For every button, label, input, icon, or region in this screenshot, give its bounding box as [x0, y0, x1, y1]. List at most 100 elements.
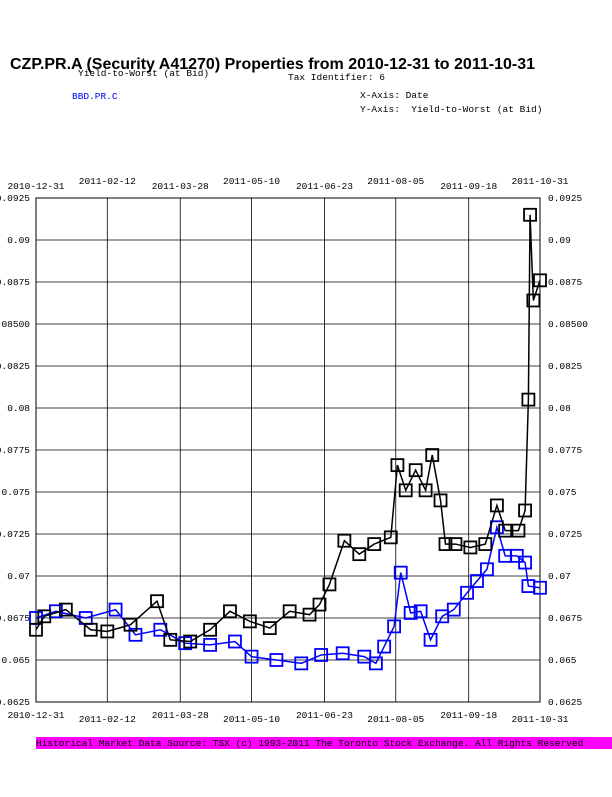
- source-bar: [36, 737, 612, 749]
- y-tick-label: 0.0725: [0, 529, 30, 540]
- marker: [37, 609, 52, 624]
- marker: [408, 463, 423, 478]
- marker: [228, 634, 242, 649]
- y-tick-label: 0.075: [548, 487, 577, 498]
- y-tick-label: 0.0875: [548, 277, 583, 288]
- x-tick-label: 2011-03-28: [152, 710, 209, 721]
- marker: [518, 555, 532, 570]
- y-tick-label: 0.08: [7, 403, 30, 414]
- marker: [398, 483, 413, 498]
- marker: [302, 607, 317, 622]
- marker: [150, 594, 164, 609]
- x-axis-note: X-Axis: Date: [360, 90, 429, 101]
- x-tick-label: 2011-08-05: [367, 176, 424, 187]
- y-tick-label: 0.0675: [0, 613, 30, 624]
- series-line: [35, 214, 541, 643]
- marker: [100, 624, 115, 639]
- marker: [533, 273, 547, 288]
- marker: [128, 627, 143, 642]
- marker: [367, 537, 382, 551]
- marker: [413, 604, 428, 619]
- marker: [478, 537, 493, 551]
- marker: [390, 458, 405, 473]
- x-tick-label: 2010-12-31: [7, 710, 64, 721]
- marker: [448, 537, 463, 551]
- marker: [446, 602, 461, 617]
- marker: [29, 622, 43, 637]
- marker: [314, 648, 329, 662]
- marker: [511, 523, 526, 538]
- marker: [322, 577, 337, 592]
- y-tick-label: 0.0625: [0, 697, 30, 708]
- marker: [403, 606, 418, 620]
- marker: [423, 632, 438, 647]
- x-tick-label: 2010-12-31: [7, 181, 64, 192]
- tax-identifier: Tax Identifier: 6: [288, 72, 385, 83]
- x-tick-label: 2011-02-12: [79, 176, 136, 187]
- marker: [523, 207, 537, 222]
- marker: [123, 617, 138, 632]
- marker: [480, 562, 494, 577]
- marker: [282, 604, 297, 619]
- marker: [463, 540, 478, 555]
- x-tick-label: 2011-06-23: [296, 710, 353, 721]
- marker: [489, 498, 504, 513]
- marker: [418, 483, 433, 498]
- y-tick-label: 0.0625: [548, 697, 583, 708]
- marker: [521, 392, 536, 407]
- y-tick-label: 0.08: [548, 403, 571, 414]
- marker: [377, 639, 392, 654]
- x-tick-label: 2011-10-31: [511, 714, 568, 725]
- y-tick-label: 0.0875: [0, 277, 30, 288]
- x-tick-label: 2011-02-12: [79, 714, 136, 725]
- marker: [526, 293, 541, 308]
- y-tick-label: 0.07: [548, 571, 571, 582]
- y-tick-label: 0.09: [548, 235, 571, 246]
- y-tick-label: 0.09: [7, 235, 30, 246]
- marker: [244, 649, 259, 664]
- legend-label: BBD.PR.C: [72, 91, 118, 102]
- marker: [533, 580, 547, 595]
- x-tick-label: 2011-05-10: [223, 176, 280, 187]
- y-tick-label: 0.0775: [548, 445, 583, 456]
- marker: [83, 622, 98, 637]
- y-tick-label: 0.0725: [548, 529, 583, 540]
- source-note: Historical Market Data Source: TSX (c) 1…: [36, 738, 583, 749]
- marker: [352, 547, 367, 562]
- y-tick-label: 0.0925: [548, 193, 583, 204]
- x-tick-label: 2011-09-18: [440, 710, 497, 721]
- marker: [178, 636, 193, 651]
- marker: [433, 493, 448, 508]
- y-tick-label: 0.07: [7, 571, 30, 582]
- marker: [387, 619, 402, 634]
- marker: [425, 448, 440, 462]
- y-tick-label: 0.065: [1, 655, 30, 666]
- marker: [383, 530, 398, 545]
- y-axis-note: Y-Axis: Yield-to-Worst (at Bid): [360, 104, 542, 115]
- marker: [294, 656, 309, 671]
- marker: [203, 622, 217, 637]
- marker: [269, 653, 284, 667]
- x-tick-label: 2011-06-23: [296, 181, 353, 192]
- marker: [518, 503, 532, 518]
- y-tick-label: 0.0675: [548, 613, 583, 624]
- marker: [438, 537, 453, 551]
- y-tick-label: 0.08500: [548, 319, 588, 330]
- marker: [203, 637, 217, 652]
- marker: [223, 604, 237, 619]
- marker: [58, 602, 73, 617]
- marker: [335, 646, 350, 661]
- x-tick-label: 2011-03-28: [152, 181, 209, 192]
- marker: [368, 656, 383, 671]
- y-tick-label: 0.0825: [548, 361, 583, 372]
- marker: [183, 634, 198, 649]
- marker: [163, 632, 178, 647]
- x-tick-label: 2011-05-10: [223, 714, 280, 725]
- y-tick-label: 0.065: [548, 655, 577, 666]
- marker: [108, 602, 123, 617]
- legend-label: Yield-to-Worst (at Bid): [78, 68, 209, 79]
- marker: [337, 533, 352, 548]
- y-tick-label: 0.0825: [0, 361, 30, 372]
